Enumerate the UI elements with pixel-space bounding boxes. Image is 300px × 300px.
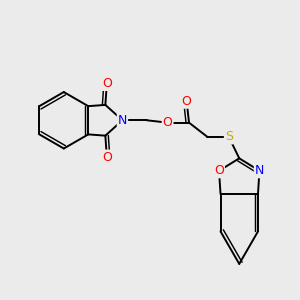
Text: N: N (255, 164, 264, 177)
Text: N: N (118, 114, 127, 127)
Text: O: O (182, 95, 192, 108)
Text: S: S (225, 130, 233, 143)
Text: O: O (163, 116, 172, 129)
Text: O: O (102, 151, 112, 164)
Text: O: O (102, 77, 112, 90)
Text: O: O (214, 164, 224, 177)
